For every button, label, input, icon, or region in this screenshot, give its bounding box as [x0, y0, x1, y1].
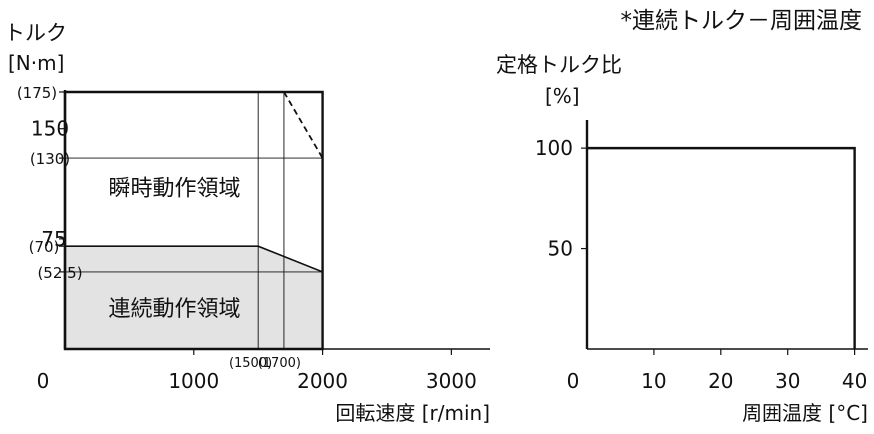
region-label-instantaneous: 瞬時動作領域 [108, 176, 240, 201]
x-ref-label: (1500) [229, 356, 272, 371]
y-tick-label: 75 [41, 227, 66, 251]
x-axis-label: 回転速度 [r/min] [335, 401, 490, 425]
x-tick-label: 30 [775, 369, 800, 393]
x-tick-label: 2000 [297, 369, 348, 393]
dashed-line [283, 91, 324, 159]
y-tick-label: 50 [548, 237, 573, 261]
x-axis-label: 周囲温度 [°C] [742, 401, 868, 425]
y-tick-label: 150 [31, 117, 69, 141]
x-tick-label: 0 [567, 369, 580, 393]
y-axis-label: トルク [4, 21, 67, 45]
y-tick-label: (175) [17, 84, 57, 102]
x-tick-label: 0 [37, 369, 50, 393]
y-axis-unit: [%] [545, 84, 580, 108]
x-tick-label: 1000 [168, 369, 219, 393]
y-axis-unit: [N·m] [8, 51, 64, 75]
x-tick-label: 10 [641, 369, 666, 393]
y-tick-label: (130) [30, 150, 70, 168]
figure-title: *連続トルク－周囲温度 [621, 8, 863, 34]
y-tick-label: (52.5) [37, 264, 82, 282]
series-line [587, 146, 856, 349]
x-ref-label: (1700) [258, 356, 301, 371]
x-tick-label: 3000 [426, 369, 477, 393]
y-tick-label: 100 [535, 136, 573, 160]
y-axis-label: 定格トルク比 [496, 53, 622, 77]
x-tick-label: 20 [708, 369, 733, 393]
x-tick-label: 40 [842, 369, 867, 393]
region-label-continuous: 連続動作領域 [108, 297, 240, 322]
y-tick-label: (70) [29, 238, 60, 256]
